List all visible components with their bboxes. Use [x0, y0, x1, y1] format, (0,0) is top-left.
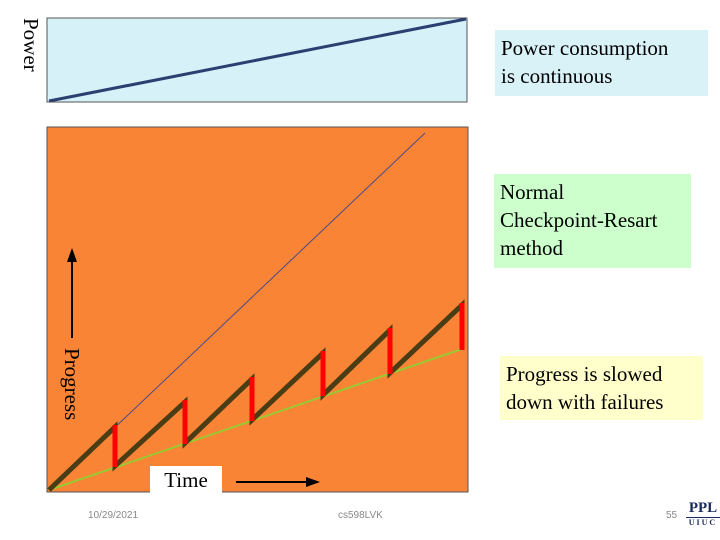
callout-normal-checkpoint: Normal Checkpoint-Resart method: [494, 174, 691, 268]
footer-date: 10/29/2021: [88, 510, 139, 521]
failure-markers: [112, 303, 465, 467]
logo-bottom-text: UIUC: [686, 517, 720, 528]
callout-progress-slowed: Progress is slowed down with failures: [500, 356, 703, 420]
callout-power-line-2: is continuous: [501, 64, 613, 88]
callout-normal-line-3: method: [500, 236, 563, 260]
power-axis-label: Power: [19, 18, 43, 72]
callout-progress-line-2: down with failures: [506, 390, 664, 414]
callout-power-line-1: Power consumption: [501, 36, 669, 60]
callout-normal-line-1: Normal: [500, 180, 565, 204]
footer-course: cs598LVK: [338, 510, 383, 521]
progress-axis-label: Progress: [60, 348, 84, 421]
callout-progress-line-1: Progress is slowed: [506, 362, 663, 386]
callout-power-consumption: Power consumption is continuous: [495, 30, 708, 96]
logo-top-text: PPL: [688, 500, 718, 516]
time-axis-label: Time: [150, 466, 222, 494]
ppl-logo: PPL UIUC: [686, 500, 720, 536]
power-consumption-line: [48, 17, 467, 103]
callout-normal-line-2: Checkpoint-Resart: [500, 208, 658, 232]
time-arrow-head: [306, 477, 320, 487]
progress-panel: [46, 126, 469, 493]
progress-arrow-head: [67, 248, 77, 262]
footer-page-number: 55: [666, 510, 678, 521]
